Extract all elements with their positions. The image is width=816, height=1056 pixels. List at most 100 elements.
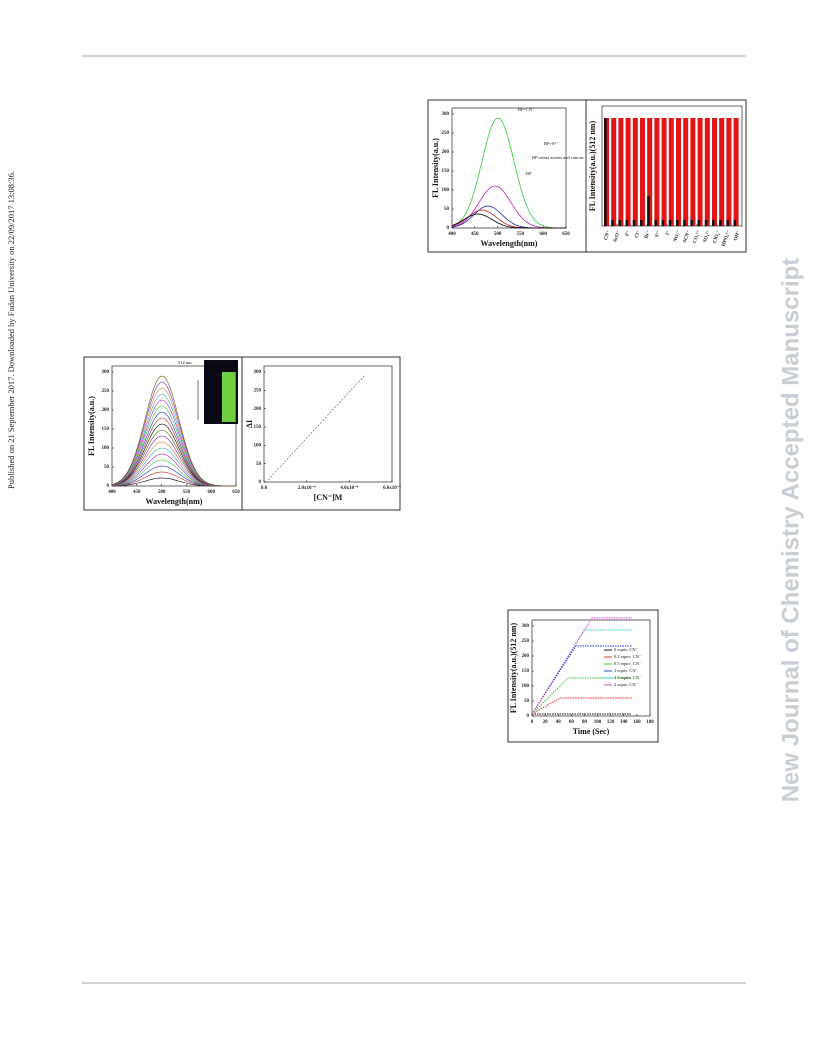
curve bbox=[531, 617, 632, 715]
curve bbox=[451, 117, 566, 229]
bar bbox=[733, 118, 739, 226]
x-axis-label: Time (Sec) bbox=[573, 727, 610, 736]
x-tick-label: 0.0 bbox=[261, 486, 268, 491]
y-tick-label: 0 bbox=[447, 226, 450, 231]
bar bbox=[683, 118, 689, 226]
bar bbox=[697, 118, 703, 226]
y-tick-label: 200 bbox=[254, 407, 262, 412]
bar bbox=[647, 196, 650, 226]
bar bbox=[690, 220, 693, 226]
x-tick-label: 400 bbox=[448, 232, 456, 237]
x-tick-label: 20 bbox=[543, 720, 549, 725]
x-tick-label: 550 bbox=[517, 232, 525, 237]
x-tick-label: Cl⁻ bbox=[635, 230, 642, 239]
x-axis-label: [CN⁻]M bbox=[314, 493, 343, 502]
legend-label: 1.5 equiv. CN⁻ bbox=[614, 675, 642, 680]
x-tick-label: ClO₄⁻ bbox=[713, 230, 722, 244]
bar bbox=[611, 220, 614, 226]
y-tick-label: 300 bbox=[442, 112, 450, 117]
x-tick-label: CO₃²⁻ bbox=[692, 229, 702, 244]
y-tick-label: 50 bbox=[104, 465, 110, 470]
bar bbox=[632, 220, 636, 226]
bar bbox=[604, 118, 607, 226]
x-tick-label: 500 bbox=[158, 490, 166, 495]
bar bbox=[726, 118, 732, 226]
bar bbox=[683, 220, 686, 226]
legend-label: 2 equiv. CN⁻ bbox=[614, 682, 639, 687]
y-axis-label: ΔI bbox=[245, 420, 254, 428]
x-tick-label: HPO₄²⁻ bbox=[721, 229, 732, 247]
x-tick-label: 6.0x10⁻⁶ bbox=[383, 485, 401, 491]
bar bbox=[618, 220, 621, 226]
y-tick-label: 0 bbox=[259, 480, 262, 485]
bar bbox=[618, 118, 624, 226]
x-tick-label: 650 bbox=[562, 232, 570, 237]
bar bbox=[661, 220, 665, 226]
y-tick-label: 250 bbox=[254, 388, 262, 393]
x-axis-label: Wavelength(nm) bbox=[481, 239, 538, 248]
bar bbox=[640, 220, 643, 226]
x-tick-label: CN⁻ bbox=[604, 230, 612, 241]
y-axis-label: FL Intensity(a.u.)(512 nm) bbox=[509, 623, 518, 714]
plot-area bbox=[111, 365, 237, 487]
legend-label: 0.5 equiv. CN⁻ bbox=[614, 661, 642, 666]
curve bbox=[451, 213, 566, 229]
x-tick-label: 140 bbox=[620, 720, 628, 725]
bar bbox=[625, 220, 629, 226]
x-tick-label: 600 bbox=[207, 490, 215, 495]
figure-frame bbox=[507, 609, 659, 743]
y-tick-label: 0 bbox=[107, 484, 110, 489]
y-tick-label: 300 bbox=[102, 370, 110, 375]
y-tick-label: 150 bbox=[442, 169, 450, 174]
bar bbox=[733, 220, 737, 226]
x-tick-label: 600 bbox=[539, 232, 547, 237]
legend-label: 0 equiv. CN⁻ bbox=[614, 647, 639, 652]
bar bbox=[676, 118, 681, 226]
x-tick-label: 2.0x10⁻⁶ bbox=[298, 485, 316, 491]
plots: 400 450 500 550 600 650050100150200250300Wave… bbox=[87, 105, 743, 736]
y-tick-label: 200 bbox=[442, 150, 450, 155]
x-tick-label: 650 bbox=[232, 490, 240, 495]
y-tick-label: 200 bbox=[102, 408, 110, 413]
annotation: BP+other anions and cations bbox=[532, 155, 584, 160]
x-tick-label: 450 bbox=[471, 232, 479, 237]
y-tick-label: 0 bbox=[527, 714, 530, 719]
bar bbox=[719, 220, 722, 226]
x-tick-label: 180 bbox=[646, 720, 654, 725]
bar bbox=[625, 118, 631, 226]
bar bbox=[704, 220, 708, 226]
annotation: 512 nm bbox=[178, 360, 192, 365]
y-tick-label: 300 bbox=[522, 624, 530, 629]
y-axis-label: FL Intensity(a.u.)(512 nm) bbox=[588, 121, 597, 212]
y-tick-label: 50 bbox=[524, 699, 530, 704]
bar bbox=[640, 118, 645, 226]
x-tick-label: 120 bbox=[607, 720, 615, 725]
y-tick-label: 300 bbox=[254, 370, 262, 375]
y-tick-label: 100 bbox=[522, 684, 530, 689]
x-tick-label: 550 bbox=[183, 490, 191, 495]
bar bbox=[697, 220, 701, 226]
x-tick-label: OH⁻ bbox=[734, 230, 742, 242]
x-tick-label: SO₄²⁻ bbox=[702, 229, 712, 243]
y-tick-label: 250 bbox=[102, 389, 110, 394]
inset-vial bbox=[222, 372, 236, 422]
bar bbox=[654, 220, 657, 226]
x-tick-label: 80 bbox=[582, 720, 588, 725]
bar bbox=[647, 118, 653, 226]
bar bbox=[668, 220, 672, 226]
y-tick-label: 100 bbox=[254, 443, 262, 448]
bar bbox=[712, 220, 715, 226]
x-tick-label: AcO⁻ bbox=[613, 230, 622, 244]
bar bbox=[704, 118, 710, 226]
y-tick-label: 150 bbox=[254, 425, 262, 430]
y-tick-label: 250 bbox=[442, 131, 450, 136]
x-tick-label: 4.0x10⁻⁶ bbox=[340, 485, 358, 491]
x-tick-label: SCN⁻ bbox=[683, 230, 692, 244]
y-axis-label: FL Intensity(a.u.) bbox=[87, 396, 96, 456]
x-tick-label: 160 bbox=[633, 720, 641, 725]
x-tick-label: F⁻ bbox=[625, 230, 632, 237]
plot-area bbox=[451, 107, 567, 229]
plot-area bbox=[263, 365, 393, 483]
